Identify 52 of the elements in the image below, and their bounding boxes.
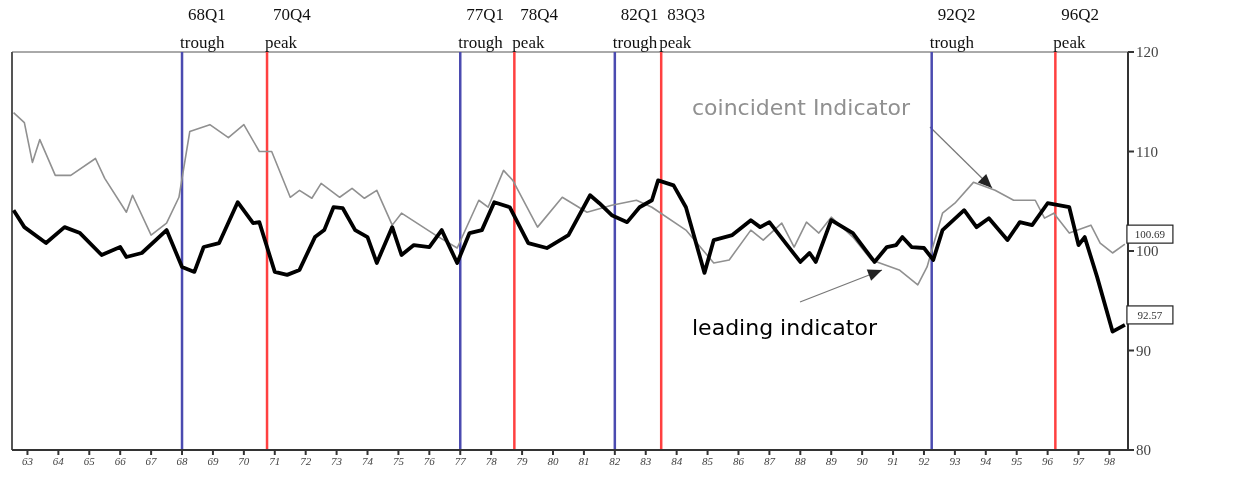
x-tick-label: 78 xyxy=(485,454,498,467)
data-label: 92.57 xyxy=(1137,308,1163,321)
ref-line-label: 92Q2 trough xyxy=(929,5,976,52)
x-tick-label: 85 xyxy=(702,454,714,467)
x-tick-label: 72 xyxy=(300,454,312,467)
x-tick-label: 68 xyxy=(176,454,189,467)
y-tick-label: 100 xyxy=(1136,243,1159,260)
x-tick-label: 70 xyxy=(238,454,250,467)
text: coincident Indicator xyxy=(692,95,912,120)
x-tick-label: 87 xyxy=(763,454,776,467)
y-tick-label: 120 xyxy=(1136,44,1159,61)
x-tick-label: 81 xyxy=(578,454,590,467)
x-tick-label: 75 xyxy=(392,454,405,467)
x-tick-label: 63 xyxy=(21,454,34,467)
x-tick-label: 95 xyxy=(1011,454,1023,467)
x-tick-label: 82 xyxy=(609,454,621,467)
x-tick-label: 97 xyxy=(1073,454,1085,467)
x-tick-label: 77 xyxy=(454,454,467,467)
ref-line-label: 82Q1 trough xyxy=(612,5,659,52)
x-tick-label: 79 xyxy=(516,454,529,467)
x-tick-label: 74 xyxy=(362,454,374,467)
x-tick-label: 65 xyxy=(83,454,96,467)
ref-line-label: 78Q4 peak xyxy=(512,5,559,52)
ref-line-label: 83Q3 peak xyxy=(659,5,705,52)
ref-line-label: 77Q1 trough xyxy=(458,5,505,52)
ref-line-label: 68Q1 trough xyxy=(180,5,226,52)
y-tick-label: 110 xyxy=(1136,143,1158,160)
x-tick-label: 80 xyxy=(547,454,559,467)
x-tick-label: 89 xyxy=(825,454,838,467)
ref-line-label: 70Q4 peak xyxy=(265,5,312,52)
data-label: 100.69 xyxy=(1134,228,1166,241)
x-tick-label: 83 xyxy=(640,454,652,467)
x-tick-label: 90 xyxy=(856,454,869,467)
x-tick-label: 71 xyxy=(269,454,281,467)
x-tick-label: 91 xyxy=(887,454,899,467)
x-tick-label: 64 xyxy=(52,454,65,467)
x-tick-label: 96 xyxy=(1042,454,1054,467)
x-tick-label: 73 xyxy=(331,454,343,467)
y-tick-label: 90 xyxy=(1136,342,1151,359)
x-tick-label: 69 xyxy=(207,454,219,467)
series-label: leading indicator xyxy=(692,315,878,340)
x-tick-label: 76 xyxy=(423,454,436,467)
x-tick-label: 67 xyxy=(145,454,158,467)
x-tick-label: 84 xyxy=(671,454,683,467)
x-tick-label: 66 xyxy=(114,454,127,467)
x-tick-label: 94 xyxy=(980,454,992,467)
x-tick-label: 88 xyxy=(794,454,807,467)
x-tick-label: 98 xyxy=(1103,454,1116,467)
x-tick-label: 93 xyxy=(949,454,961,467)
ref-line-label: 96Q2 peak xyxy=(1053,5,1100,52)
x-tick-label: 86 xyxy=(732,454,745,467)
x-tick-label: 92 xyxy=(918,454,930,467)
